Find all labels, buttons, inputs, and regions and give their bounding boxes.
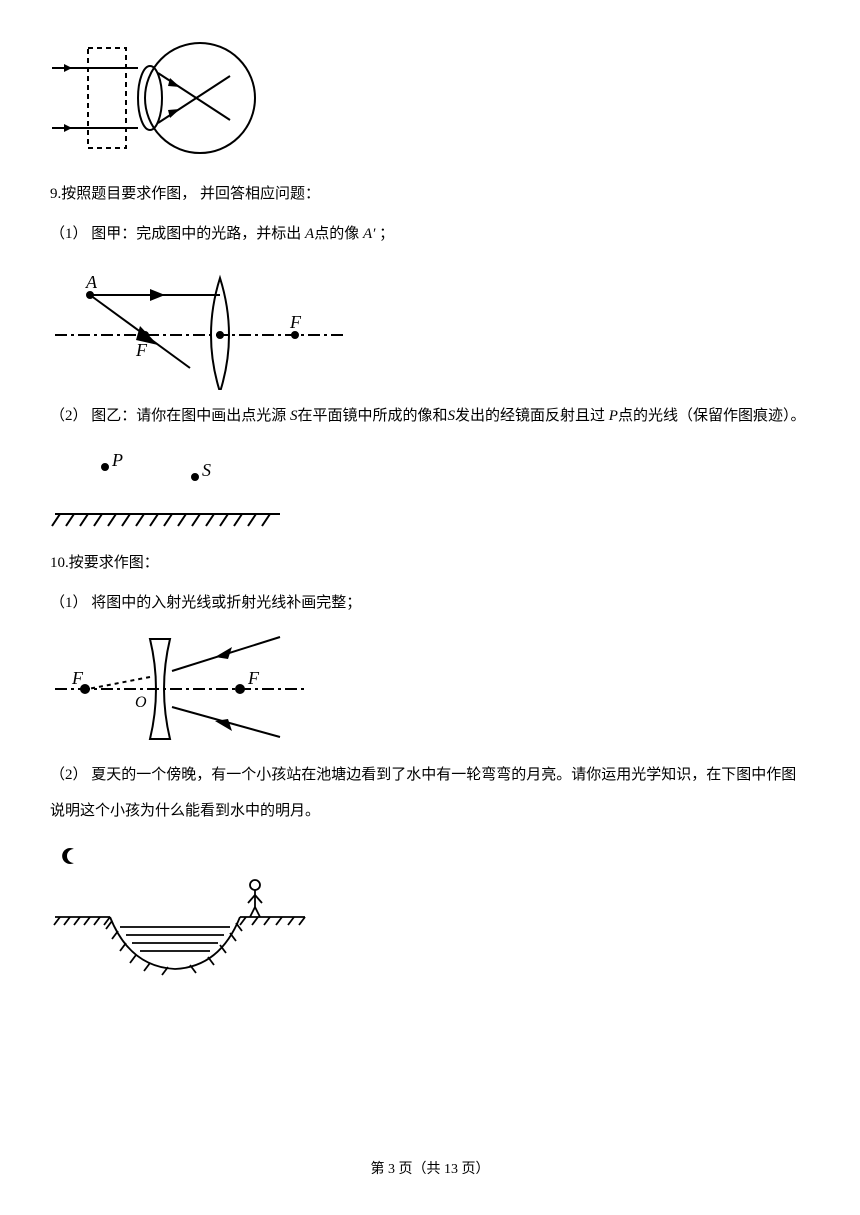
q10-concave-lens-diagram: F F O [50,629,310,749]
q9-intro: 9.按照题目要求作图， 并回答相应问题： [50,176,810,212]
q9-number: 9. [50,186,61,202]
q9-part2: （2） 图乙：请你在图中画出点光源 S在平面镜中所成的像和S发出的经镜面反射且过… [50,398,810,434]
eye-diagram [50,28,270,168]
q10-part2: （2） 夏天的一个傍晚，有一个小孩站在池塘边看到了水中有一轮弯弯的月亮。请你运用… [50,757,810,829]
label-S: S [202,460,211,480]
q9-part1: （1） 图甲：完成图中的光路，并标出 A点的像 A′ ； [50,216,810,252]
label-P: P [111,450,123,470]
label-A: A [85,272,98,292]
label-F-left: F [71,668,84,688]
label-F-left: F [135,340,148,360]
q10-intro: 10.按要求作图： [50,545,810,581]
q10-number: 10. [50,555,69,571]
label-O: O [135,694,147,711]
q9-lens-diagram: A F F [50,260,350,390]
label-F-right: F [289,312,302,332]
label-F-right: F [247,668,260,688]
q10-pond-diagram [50,837,310,982]
page-footer: 第 3 页（共 13 页） [0,1153,860,1187]
q10-part1: （1） 将图中的入射光线或折射光线补画完整； [50,585,810,621]
q9-mirror-diagram: P S [50,442,310,537]
